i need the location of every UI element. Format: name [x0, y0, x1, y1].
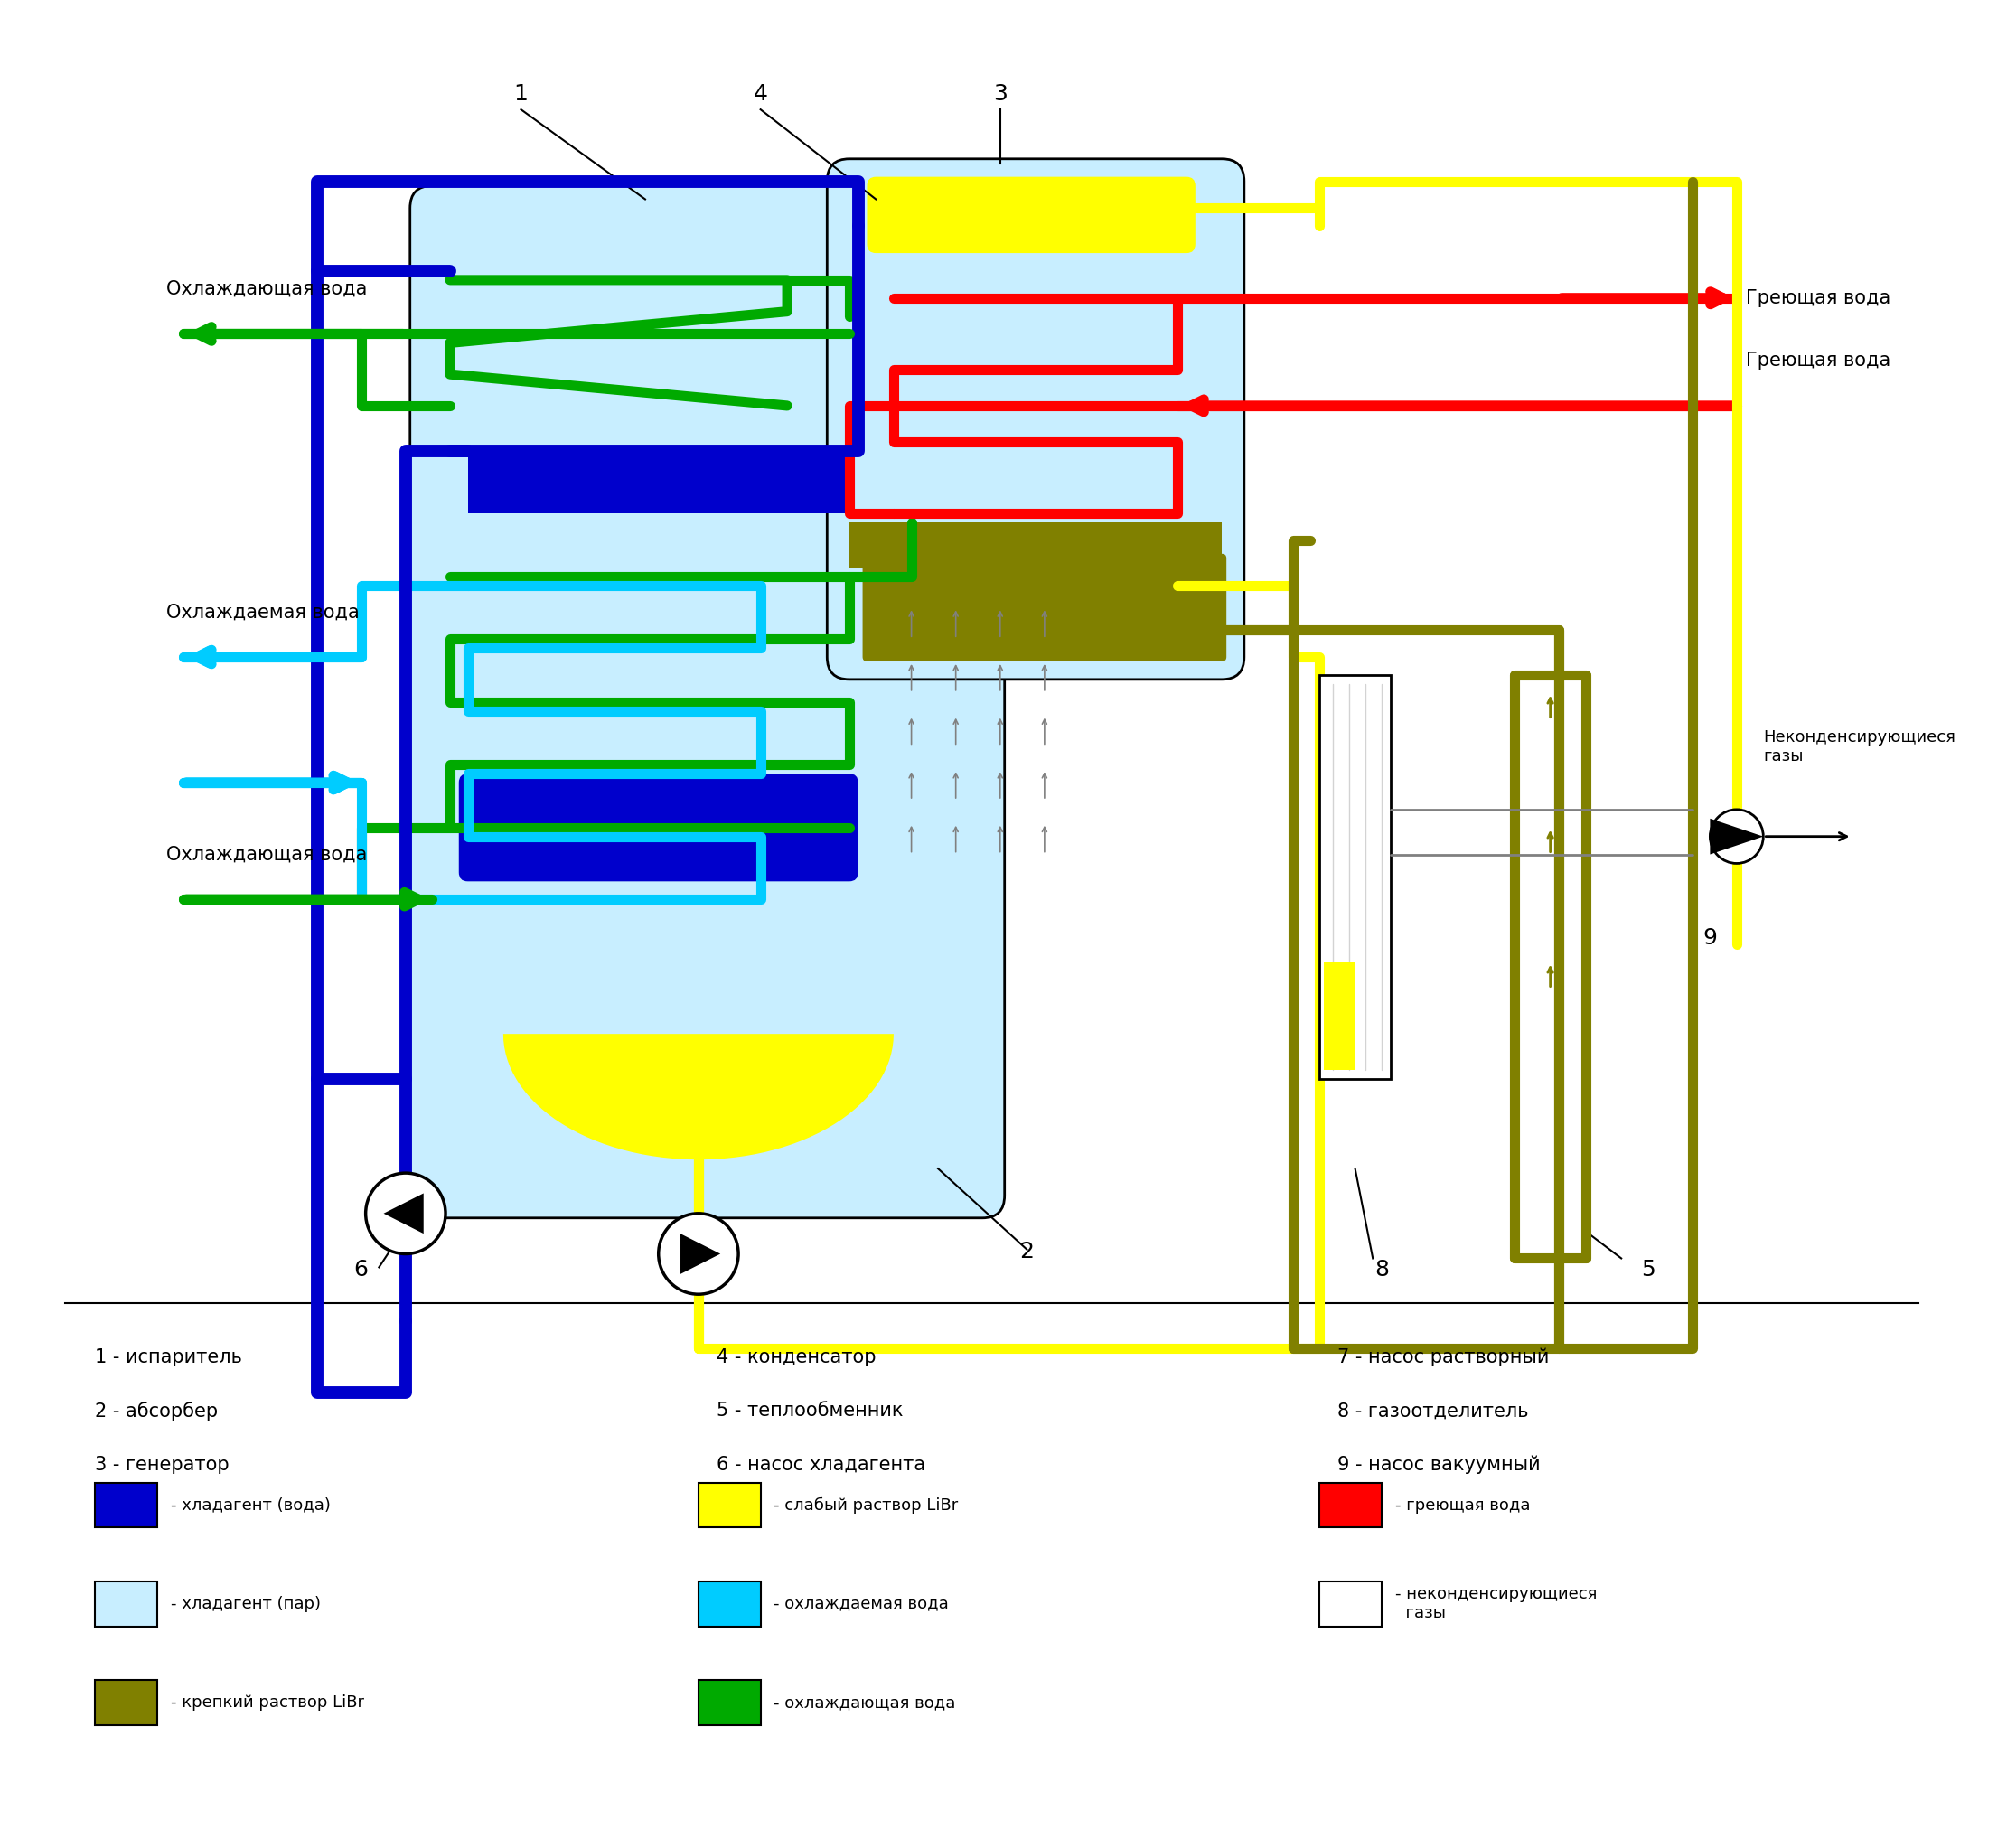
Text: - греющая вода: - греющая вода	[1395, 1497, 1529, 1514]
Text: 1 - испаритель: 1 - испаритель	[94, 1347, 243, 1366]
Text: 4: 4	[753, 83, 769, 105]
Text: - охлаждаемая вода: - охлаждаемая вода	[775, 1595, 949, 1611]
Text: Охлаждающая вода: Охлаждающая вода	[167, 279, 367, 298]
Bar	[1319, 675, 1391, 1079]
Text: 8 - газоотделитель: 8 - газоотделитель	[1337, 1403, 1529, 1419]
Text: 5: 5	[1642, 1258, 1656, 1281]
Text: Неконденсирующиеся
газы: Неконденсирующиеся газы	[1764, 730, 1955, 765]
Bar	[1319, 1582, 1381, 1626]
Text: 2: 2	[1020, 1242, 1034, 1262]
Bar	[1319, 1482, 1381, 1528]
Polygon shape	[504, 1033, 893, 1159]
FancyBboxPatch shape	[409, 187, 1006, 1218]
Circle shape	[658, 1214, 739, 1294]
Text: - слабый раствор LiBr: - слабый раствор LiBr	[775, 1497, 959, 1514]
Text: - неконденсирующиеся
  газы: - неконденсирующиеся газы	[1395, 1586, 1598, 1621]
Bar	[94, 1582, 157, 1626]
Text: - хладагент (вода): - хладагент (вода)	[171, 1497, 331, 1514]
Bar	[698, 1582, 761, 1626]
Text: 6: 6	[353, 1258, 369, 1281]
FancyBboxPatch shape	[460, 774, 859, 881]
Text: 6 - насос хладагента: 6 - насос хладагента	[716, 1456, 925, 1475]
Bar	[875, 190, 1186, 244]
Text: - хладагент (пар): - хладагент (пар)	[171, 1595, 321, 1611]
Bar	[849, 523, 1222, 567]
Bar	[955, 181, 1028, 218]
Circle shape	[1710, 809, 1764, 863]
Text: 7 - насос растворный: 7 - насос растворный	[1337, 1347, 1549, 1368]
Bar	[1325, 963, 1355, 1070]
Circle shape	[365, 1173, 446, 1253]
Text: 4 - конденсатор: 4 - конденсатор	[716, 1347, 875, 1366]
Text: 3 - генератор: 3 - генератор	[94, 1456, 229, 1475]
FancyBboxPatch shape	[863, 554, 1226, 662]
Polygon shape	[468, 451, 849, 514]
FancyBboxPatch shape	[867, 177, 1196, 253]
Text: 3: 3	[993, 83, 1008, 105]
Text: 1: 1	[514, 83, 528, 105]
Text: Охлаждающая вода: Охлаждающая вода	[167, 845, 367, 863]
Text: 9 - насос вакуумный: 9 - насос вакуумный	[1337, 1456, 1539, 1475]
Text: 5 - теплообменник: 5 - теплообменник	[716, 1403, 903, 1419]
Text: 7: 7	[664, 1258, 678, 1281]
Bar	[698, 1482, 761, 1528]
Text: 9: 9	[1702, 928, 1718, 948]
Bar	[94, 1680, 157, 1724]
FancyBboxPatch shape	[827, 159, 1244, 680]
Bar	[698, 1680, 761, 1724]
Polygon shape	[383, 1194, 423, 1234]
Text: 8: 8	[1375, 1258, 1389, 1281]
Text: Греющая вода: Греющая вода	[1746, 351, 1891, 370]
Polygon shape	[1710, 819, 1764, 854]
Text: Греющая вода: Греющая вода	[1746, 288, 1891, 307]
Text: Охлаждаемая вода: Охлаждаемая вода	[167, 602, 359, 621]
Bar	[94, 1482, 157, 1528]
Polygon shape	[680, 1234, 721, 1273]
Text: - крепкий раствор LiBr: - крепкий раствор LiBr	[171, 1695, 363, 1711]
Text: - охлаждающая вода: - охлаждающая вода	[775, 1695, 955, 1711]
Text: 2 - абсорбер: 2 - абсорбер	[94, 1403, 219, 1421]
